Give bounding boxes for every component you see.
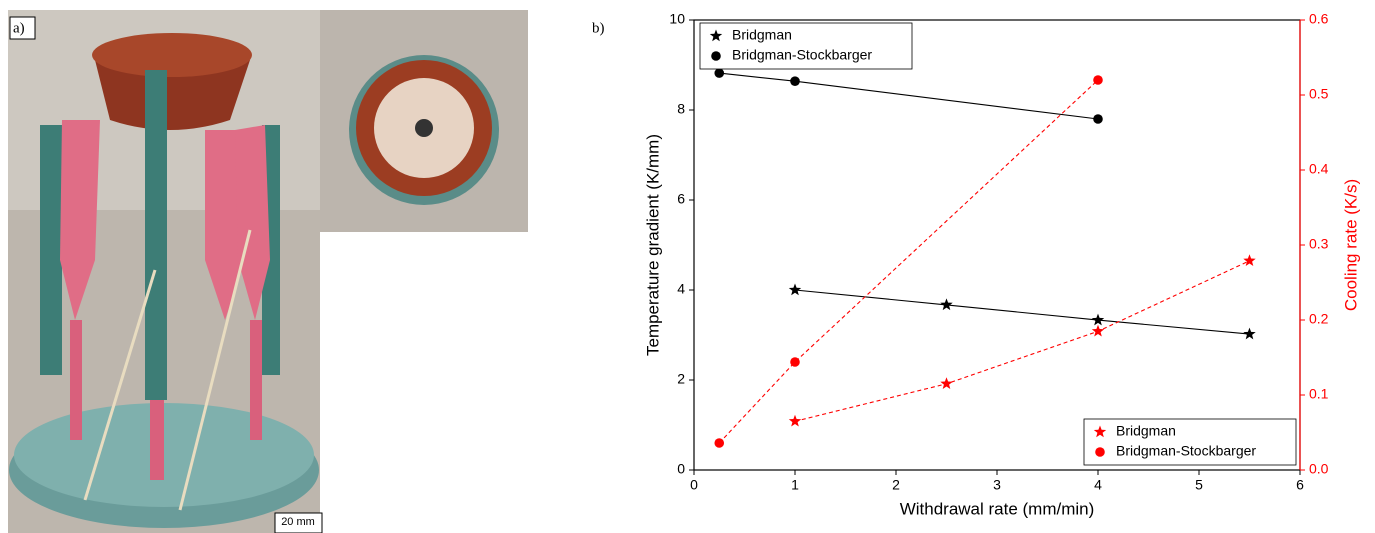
circle-marker xyxy=(1095,447,1105,457)
x-tick-label: 6 xyxy=(1296,477,1304,493)
legend-label: Bridgman xyxy=(732,27,792,43)
circle-marker xyxy=(1093,75,1103,85)
star-marker xyxy=(1243,328,1255,340)
y2-tick-label: 0.0 xyxy=(1309,461,1329,477)
x-axis-label: Withdrawal rate (mm/min) xyxy=(900,499,1095,518)
y2-tick-label: 0.3 xyxy=(1309,236,1329,252)
y-tick-label: 10 xyxy=(669,11,685,27)
circle-marker xyxy=(790,76,800,86)
y-tick-label: 8 xyxy=(677,101,685,117)
x-tick-label: 4 xyxy=(1094,477,1102,493)
star-marker xyxy=(940,377,952,389)
x-tick-label: 3 xyxy=(993,477,1001,493)
y-tick-label: 2 xyxy=(677,371,685,387)
y2-tick-label: 0.6 xyxy=(1309,11,1329,27)
legend-label: Bridgman-Stockbarger xyxy=(732,47,872,63)
y-tick-label: 6 xyxy=(677,191,685,207)
series-line xyxy=(719,80,1098,443)
series-line xyxy=(719,73,1098,119)
x-tick-label: 5 xyxy=(1195,477,1203,493)
x-tick-label: 2 xyxy=(892,477,900,493)
star-marker xyxy=(1092,314,1104,326)
y2-tick-label: 0.1 xyxy=(1309,386,1329,402)
legend-label: Bridgman-Stockbarger xyxy=(1116,443,1256,459)
y-tick-label: 4 xyxy=(677,281,685,297)
star-marker xyxy=(940,298,952,310)
y2-axis-label: Cooling rate (K/s) xyxy=(1341,179,1360,311)
panel-label: b) xyxy=(592,20,605,36)
star-marker xyxy=(1243,254,1255,266)
legend-label: Bridgman xyxy=(1116,423,1176,439)
y2-tick-label: 0.2 xyxy=(1309,311,1329,327)
plot-frame xyxy=(694,20,1300,470)
star-marker xyxy=(789,415,801,427)
star-marker xyxy=(1092,325,1104,337)
panel-label: a) xyxy=(13,20,25,36)
series-line xyxy=(795,261,1250,422)
circle-marker xyxy=(790,357,800,367)
photo xyxy=(8,10,528,533)
y-tick-label: 0 xyxy=(677,461,685,477)
circle-marker xyxy=(711,51,721,61)
x-tick-label: 0 xyxy=(690,477,698,493)
scale-bar-label: 20 mm xyxy=(281,516,315,528)
circle-marker xyxy=(714,438,724,448)
star-marker xyxy=(789,284,801,296)
series-line xyxy=(795,290,1250,334)
y2-tick-label: 0.5 xyxy=(1309,86,1329,102)
x-tick-label: 1 xyxy=(791,477,799,493)
circle-marker xyxy=(1093,114,1103,124)
circle-marker xyxy=(714,68,724,78)
y2-tick-label: 0.4 xyxy=(1309,161,1329,177)
y-axis-label: Temperature gradient (K/mm) xyxy=(643,134,662,356)
figure: a) 20 mm b) 0 1 2 3 4 5 6 0 2 4 6 8 10 0.0 0.1 0.2 0.3 0.… xyxy=(0,0,1375,533)
